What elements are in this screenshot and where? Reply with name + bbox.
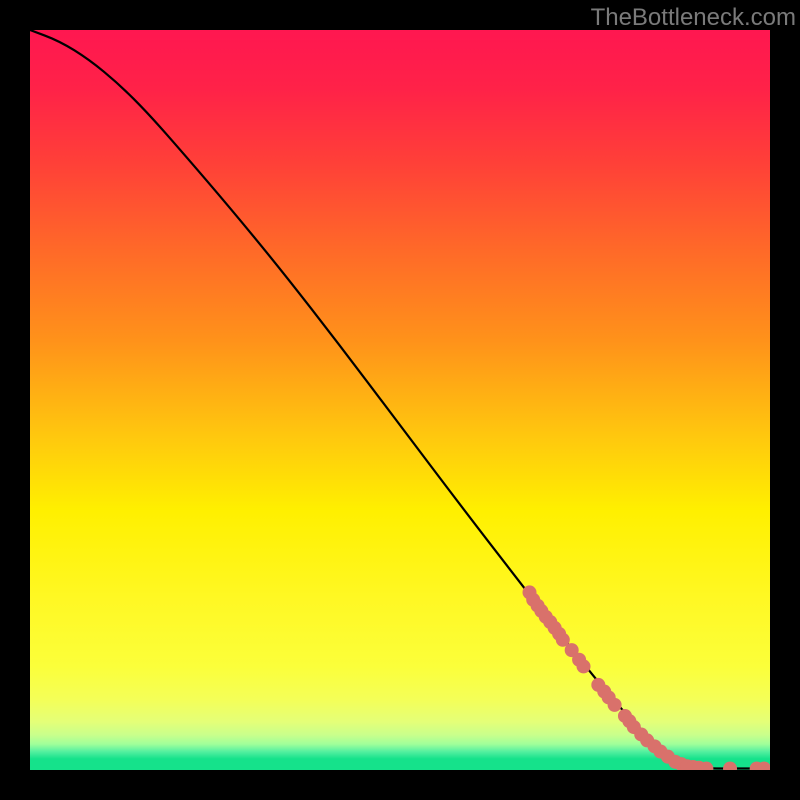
data-marker xyxy=(608,698,622,712)
watermark-text: TheBottleneck.com xyxy=(591,4,796,32)
chart-plot-area xyxy=(30,30,770,770)
data-marker xyxy=(577,659,591,673)
chart-background-gradient xyxy=(30,30,770,770)
